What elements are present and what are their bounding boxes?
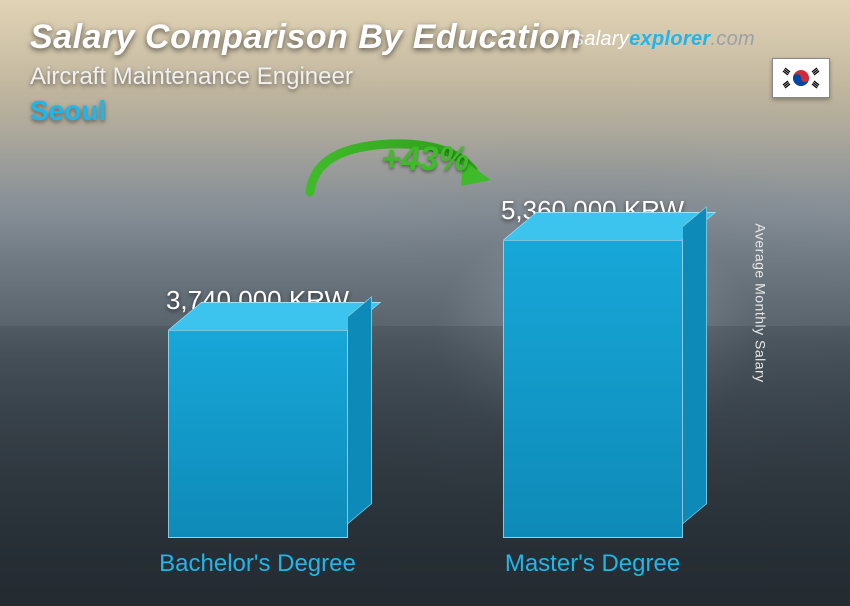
category-labels: Bachelor's Degree Master's Degree xyxy=(90,550,760,578)
category-label: Master's Degree xyxy=(453,550,733,578)
bar-3d xyxy=(503,240,683,538)
page-title: Salary Comparison By Education xyxy=(30,18,820,57)
percent-increase-text: +43% xyxy=(381,140,469,179)
city-label: Seoul xyxy=(30,95,820,127)
bar-side-face xyxy=(348,296,372,524)
category-label: Bachelor's Degree xyxy=(118,550,398,578)
job-title: Aircraft Maintenance Engineer xyxy=(30,63,820,91)
bar-front-face xyxy=(168,330,348,538)
bar-side-face xyxy=(683,206,707,524)
bar-bachelors: 3,740,000 KRW xyxy=(166,285,349,538)
header: Salary Comparison By Education Aircraft … xyxy=(30,18,820,127)
bar-front-face xyxy=(503,240,683,538)
percent-increase-badge: +43% xyxy=(381,140,469,179)
bar-masters: 5,360,000 KRW xyxy=(501,195,684,538)
y-axis-label: Average Monthly Salary xyxy=(752,223,768,382)
bar-3d xyxy=(168,330,348,538)
